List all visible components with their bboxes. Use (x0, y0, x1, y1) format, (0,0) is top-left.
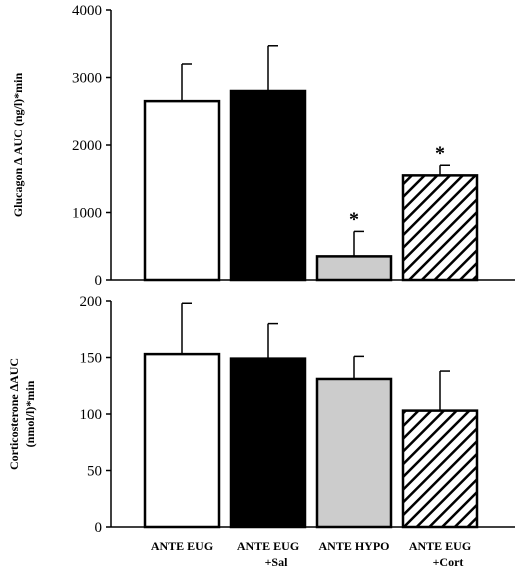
corticosterone-y-tick-label: 200 (80, 294, 103, 310)
corticosterone-panel: 0 50 100 150 200 Corticosterone ∆AUC (nmol/l)*… (7, 294, 515, 569)
glucagon-y-tick-label: 1000 (72, 206, 102, 222)
category-label: ANTE EUG +Cort (409, 539, 471, 569)
corticosterone-y-axis-label: Corticosterone ∆AUC (nmol/l)*min (7, 358, 37, 470)
glucagon-significance-star: * (435, 142, 445, 164)
corticosterone-y-tick-label: 50 (87, 464, 102, 480)
glucagon-y-tick-label: 0 (95, 273, 103, 289)
glucagon-bar (143, 99, 221, 282)
glucagon-y-tick-label: 2000 (72, 138, 102, 154)
glucagon-bar (229, 89, 307, 282)
glucagon-bar (315, 255, 393, 282)
category-label: ANTE EUG (151, 539, 213, 553)
corticosterone-y-tick-label: 150 (80, 351, 103, 367)
glucagon-bar (401, 174, 479, 282)
corticosterone-bar (401, 409, 479, 529)
corticosterone-bar (143, 352, 221, 529)
category-label: ANTE HYPO (318, 539, 389, 553)
corticosterone-bar (229, 357, 307, 529)
corticosterone-bar (315, 377, 393, 529)
glucagon-panel: 0 1000 2000 3000 4000 Glucagon ∆ AUC (ng/l)*m… (11, 3, 515, 289)
glucagon-significance-star: * (349, 208, 359, 230)
category-label: ANTE EUG +Sal (237, 539, 299, 569)
glucagon-y-axis-label: Glucagon ∆ AUC (ng/l)*min (11, 72, 25, 217)
glucagon-y-tick-label: 4000 (72, 3, 102, 19)
corticosterone-y-tick-label: 100 (80, 407, 103, 423)
corticosterone-y-tick-label: 0 (95, 520, 103, 536)
glucagon-y-tick-label: 3000 (72, 71, 102, 87)
